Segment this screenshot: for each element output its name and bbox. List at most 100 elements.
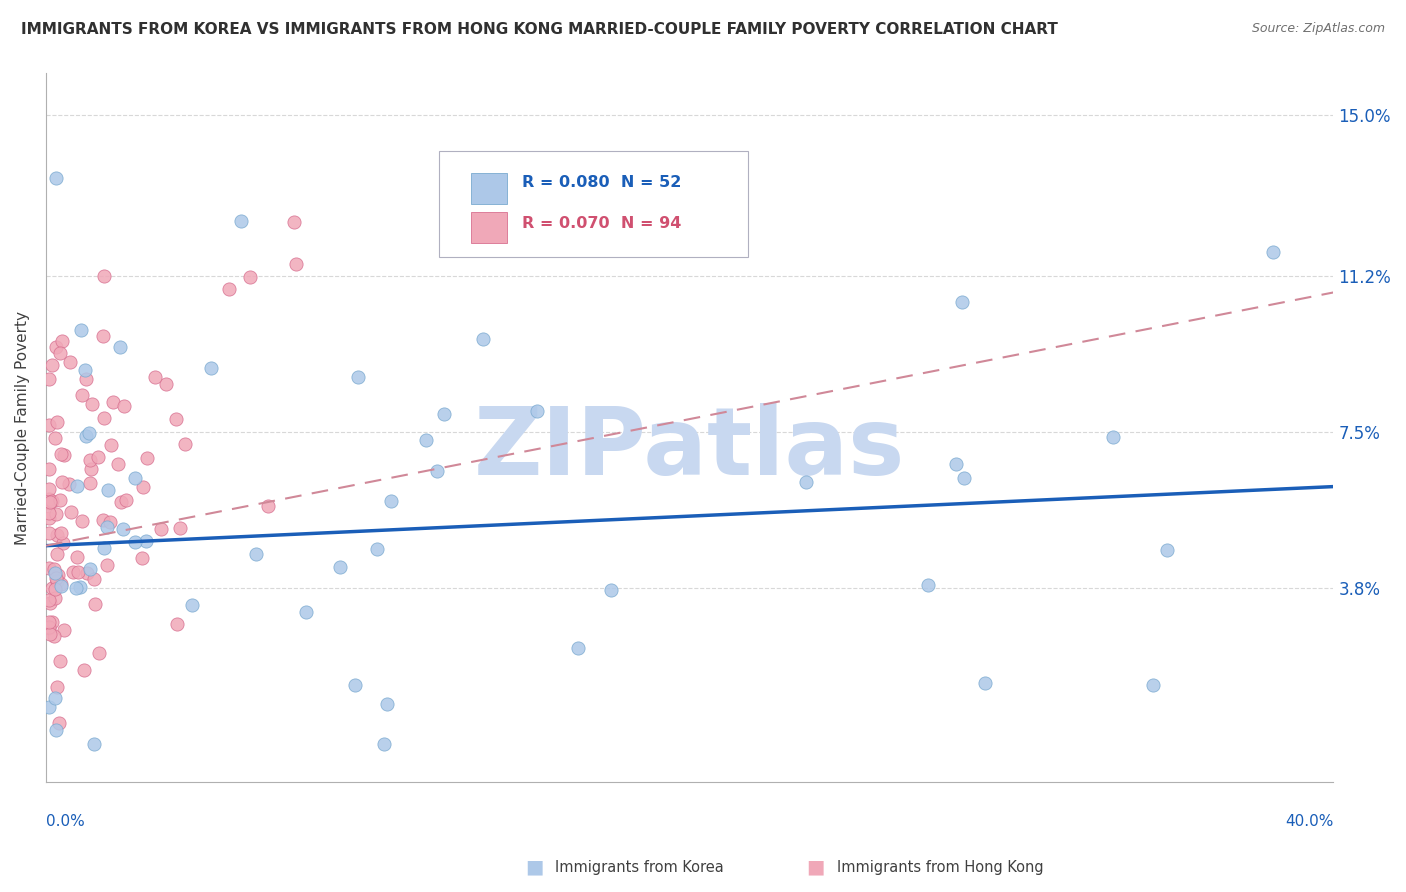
Point (46, 547, 69, 561)
Point (79, 475, 101, 490)
Point (131, 551, 153, 566)
Point (91, 329, 114, 343)
Point (66, 479, 89, 493)
Point (70, 388, 93, 402)
Point (87, 646, 110, 660)
Point (67, 565, 90, 579)
Point (1263, 245, 1285, 260)
Point (283, 215, 305, 229)
Point (38, 592, 60, 607)
Point (73, 363, 96, 377)
Point (83, 737, 105, 751)
Point (53, 448, 76, 462)
Point (49, 576, 72, 591)
Point (96, 519, 118, 533)
Point (245, 547, 267, 561)
Point (38, 418, 60, 433)
Point (76, 566, 98, 580)
Point (567, 641, 589, 656)
Point (83, 572, 105, 586)
Point (38, 615, 60, 629)
Point (46, 527, 69, 541)
Text: ■: ■ (806, 857, 825, 877)
Point (49, 493, 72, 508)
Point (917, 577, 939, 591)
Point (48, 654, 70, 668)
Point (75, 372, 97, 386)
Point (39, 596, 62, 610)
Point (112, 399, 135, 413)
Point (42, 562, 65, 576)
Point (93, 541, 115, 555)
Text: Immigrants from Korea: Immigrants from Korea (555, 860, 724, 874)
Text: ■: ■ (524, 857, 544, 877)
Bar (471, 173, 508, 204)
Point (38, 627, 60, 641)
Point (45, 723, 67, 738)
Text: R = 0.080  N = 52: R = 0.080 N = 52 (522, 176, 682, 190)
Point (38, 496, 60, 510)
Point (62, 565, 84, 579)
Point (380, 494, 402, 508)
Point (132, 480, 155, 494)
Point (974, 676, 997, 690)
Point (59, 355, 82, 369)
Point (51, 475, 73, 490)
Point (229, 213, 252, 227)
Point (49, 346, 72, 360)
Point (375, 698, 398, 712)
Point (124, 534, 146, 549)
Point (84, 597, 107, 611)
Point (174, 437, 197, 451)
Point (433, 407, 456, 421)
Point (48, 715, 70, 730)
Point (415, 433, 437, 447)
Point (373, 737, 395, 751)
Point (38, 561, 60, 575)
Text: 0.0%: 0.0% (46, 814, 84, 829)
Point (41, 581, 63, 595)
Point (49, 447, 72, 461)
Point (42, 629, 65, 643)
Point (472, 332, 495, 346)
Point (165, 412, 187, 426)
Point (77, 425, 100, 440)
Point (794, 475, 817, 490)
Point (149, 522, 172, 536)
Point (135, 451, 157, 466)
Point (53, 623, 76, 637)
Point (38, 621, 60, 635)
Point (110, 340, 132, 354)
Point (38, 699, 60, 714)
Point (285, 256, 308, 270)
Point (65, 581, 87, 595)
Point (1142, 678, 1164, 692)
Point (70, 514, 93, 528)
Point (44, 691, 66, 706)
Text: Immigrants from Hong Kong: Immigrants from Hong Kong (837, 860, 1043, 874)
Point (75, 429, 97, 443)
Point (110, 495, 132, 509)
Point (45, 340, 67, 354)
Point (93, 268, 115, 283)
Point (45, 574, 67, 589)
Point (257, 499, 280, 513)
Point (49, 579, 72, 593)
Point (69, 580, 91, 594)
Text: ZIPatlas: ZIPatlas (474, 403, 905, 495)
Point (135, 533, 157, 548)
Point (155, 377, 177, 392)
Point (45, 415, 67, 429)
Point (51, 334, 73, 349)
Point (38, 506, 60, 520)
Point (107, 457, 129, 471)
Point (1156, 542, 1178, 557)
Point (44, 431, 66, 445)
Point (38, 462, 60, 476)
Point (38, 620, 60, 634)
Point (48, 567, 70, 582)
Point (100, 438, 122, 452)
Point (49, 526, 72, 541)
Point (96, 558, 118, 573)
Point (294, 605, 316, 619)
